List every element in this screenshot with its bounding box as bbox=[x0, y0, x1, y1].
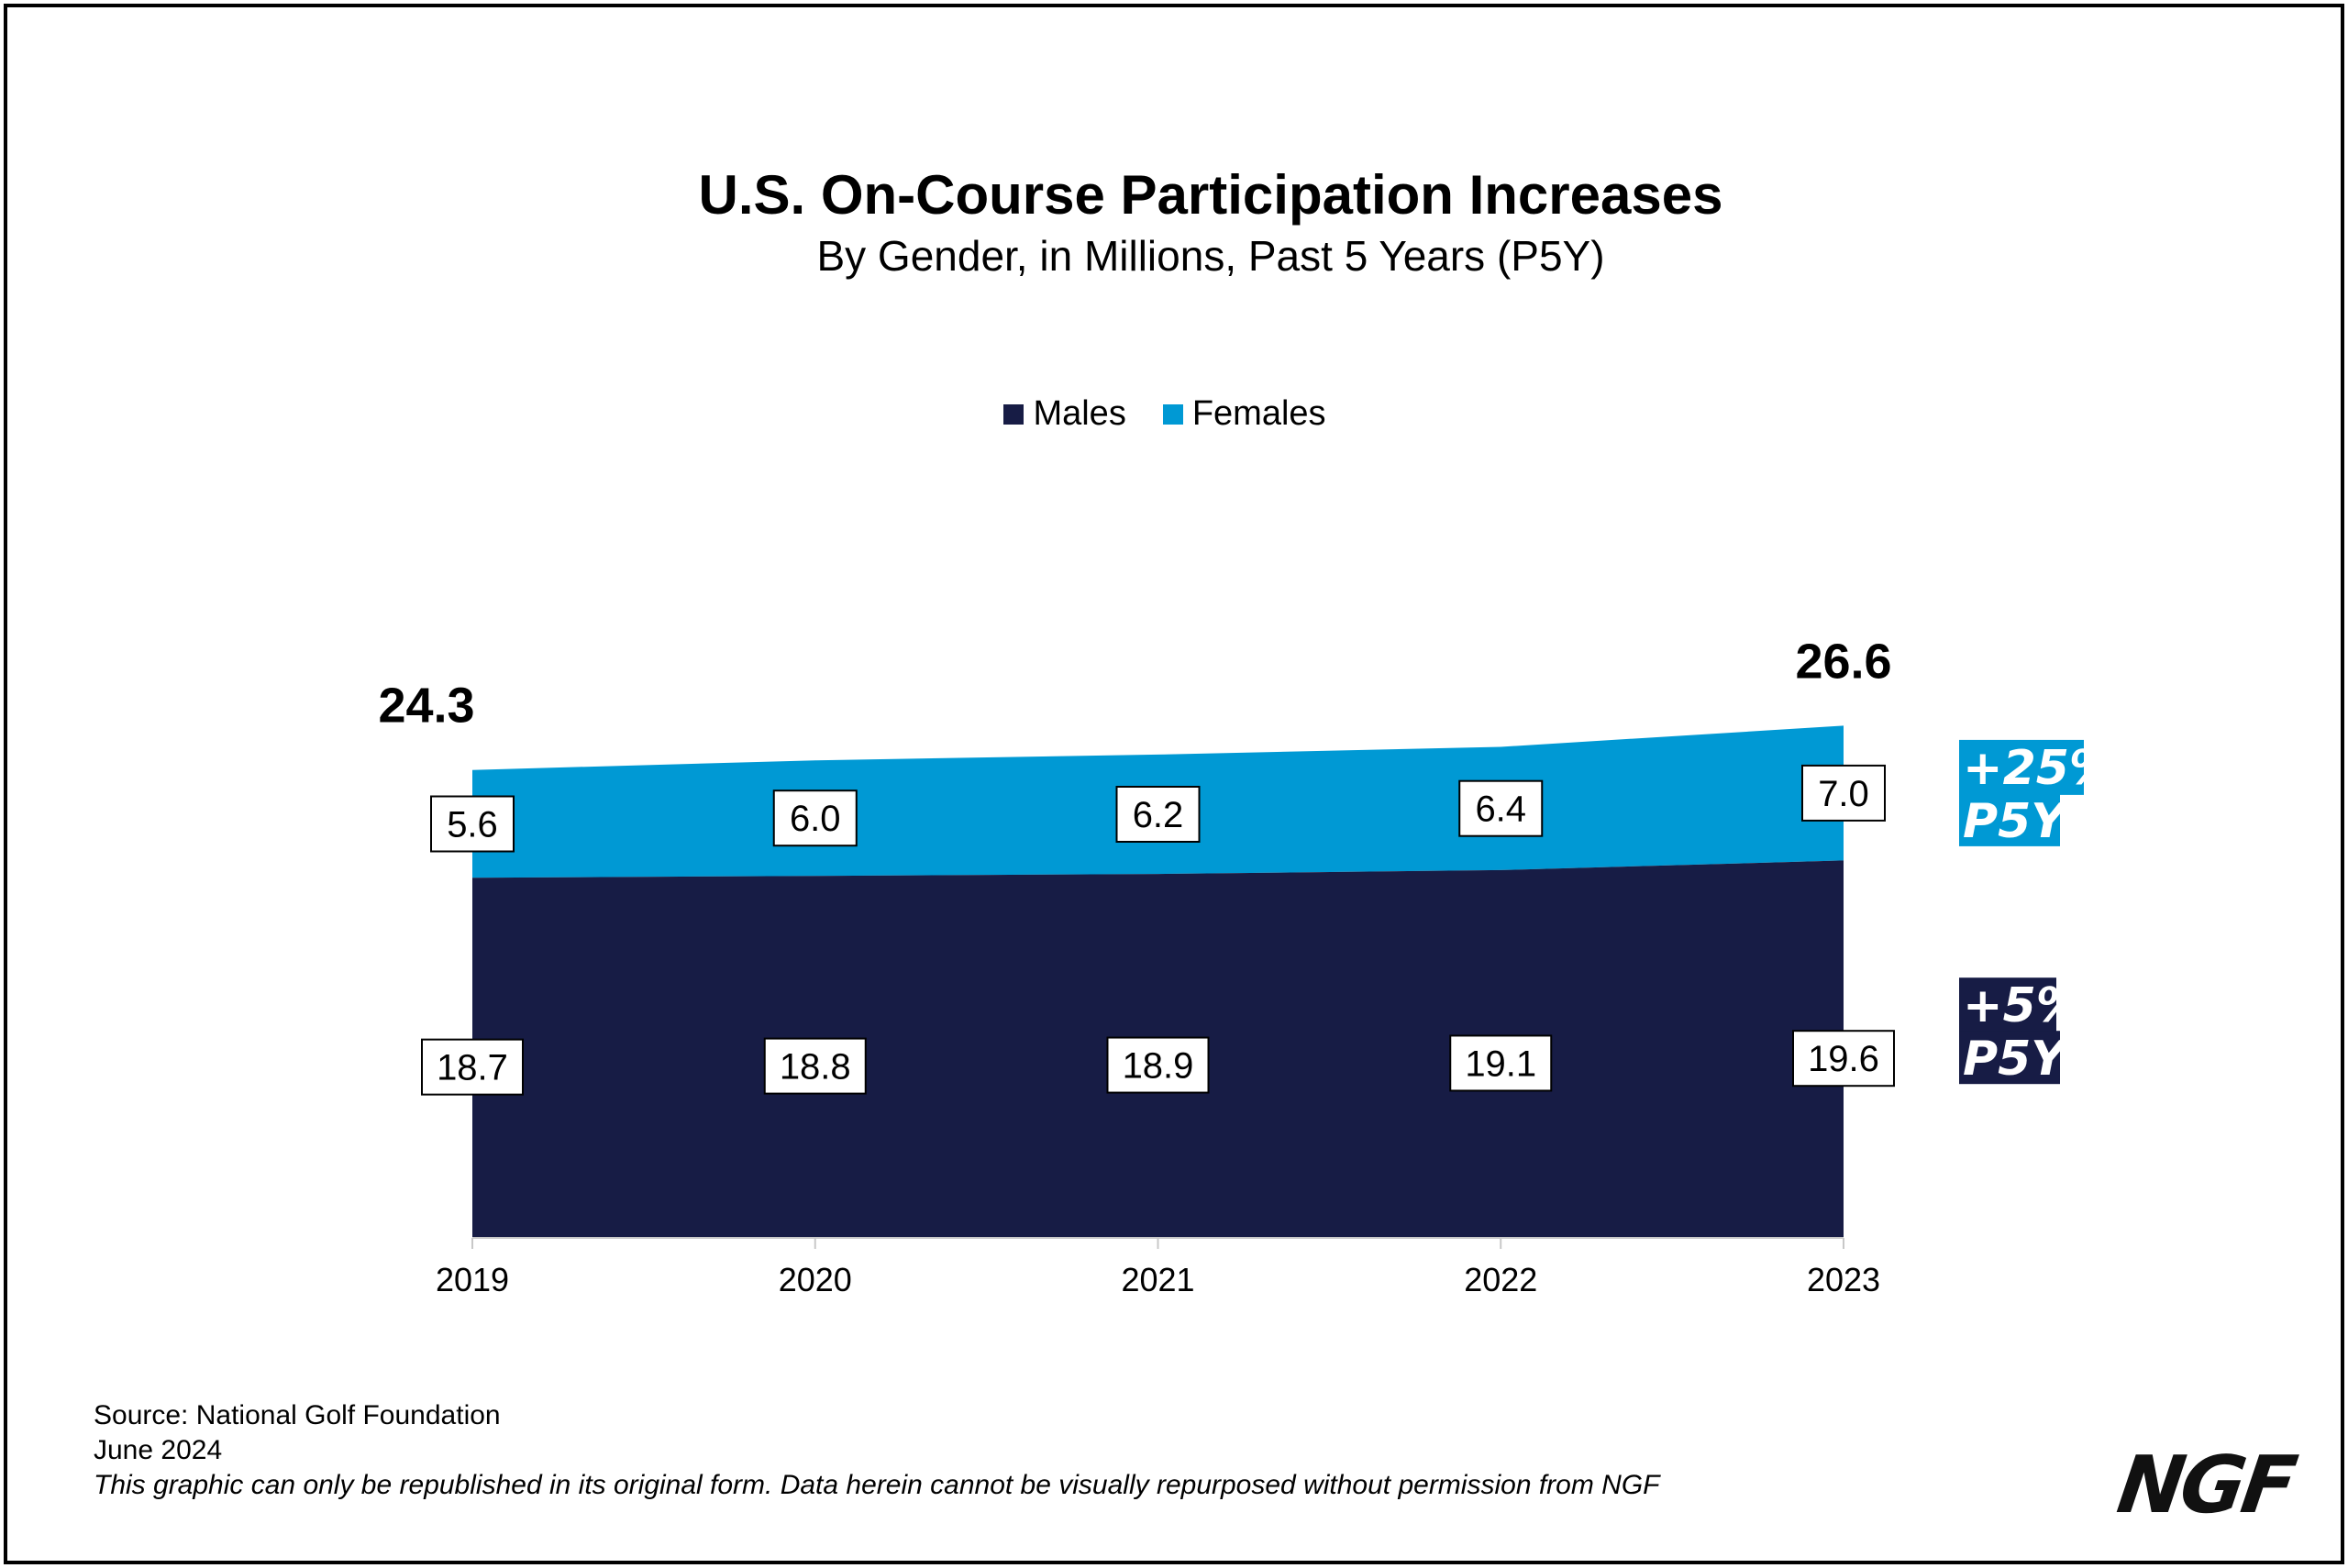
data-label-males-box bbox=[1449, 1034, 1553, 1092]
legend-swatch-females bbox=[1162, 403, 1183, 425]
data-label-females-box bbox=[1801, 764, 1886, 822]
data-label-females: 6.4 bbox=[1475, 790, 1526, 830]
data-label-females-box bbox=[1458, 779, 1544, 837]
badge-bg-line2 bbox=[1959, 1031, 2060, 1085]
data-label-females: 7.0 bbox=[1818, 774, 1869, 814]
x-tick-label: 2019 bbox=[436, 1261, 509, 1298]
chart-legend: Males Females bbox=[0, 394, 2330, 434]
badge-text-line1: +5% bbox=[1963, 978, 2084, 1033]
badge-bg-line1 bbox=[1959, 739, 2084, 795]
data-label-males: 18.8 bbox=[780, 1047, 851, 1088]
data-label-females-box bbox=[772, 790, 858, 847]
x-tick-label: 2023 bbox=[1807, 1261, 1880, 1298]
footer: Source: National Golf Foundation June 20… bbox=[94, 1398, 1660, 1503]
footer-note: This graphic can only be republished in … bbox=[94, 1470, 1660, 1500]
data-label-males-box bbox=[421, 1038, 524, 1096]
legend-item-males: Males bbox=[1003, 394, 1126, 434]
data-label-females: 6.2 bbox=[1133, 795, 1184, 835]
data-label-females-box bbox=[1115, 786, 1201, 843]
chart-subtitle: By Gender, in Millions, Past 5 Years (P5… bbox=[816, 232, 1605, 280]
data-label-males: 19.1 bbox=[1465, 1043, 1536, 1084]
badge-text-line2: P5Y bbox=[1963, 794, 2070, 849]
badge-bg-line1 bbox=[1959, 977, 2056, 1033]
footer-source: Source: National Golf Foundation bbox=[94, 1400, 501, 1430]
data-label-males-box bbox=[1792, 1030, 1895, 1088]
data-label-males: 19.6 bbox=[1808, 1039, 1879, 1079]
total-label: 26.6 bbox=[1795, 634, 1891, 689]
x-tick-label: 2021 bbox=[1121, 1261, 1194, 1298]
ngf-logo: NGF bbox=[2111, 1440, 2299, 1531]
chart-title: U.S. On-Course Participation Increases bbox=[698, 164, 1723, 226]
data-label-males-box bbox=[1106, 1036, 1210, 1094]
badge-text-line1: +25% bbox=[1963, 741, 2117, 796]
data-label-females: 5.6 bbox=[447, 805, 498, 845]
data-label-females-box bbox=[430, 795, 515, 853]
legend-label-females: Females bbox=[1191, 394, 1326, 433]
badge-bg-line2 bbox=[1959, 792, 2060, 846]
legend-item-females: Females bbox=[1162, 394, 1326, 434]
legend-swatch-males bbox=[1003, 403, 1024, 425]
data-label-males: 18.7 bbox=[437, 1048, 508, 1088]
footer-date: June 2024 bbox=[94, 1435, 223, 1465]
data-label-males-box bbox=[763, 1037, 867, 1095]
data-label-males: 18.9 bbox=[1123, 1046, 1194, 1087]
legend-label-males: Males bbox=[1033, 394, 1126, 433]
x-tick-label: 2022 bbox=[1464, 1261, 1537, 1298]
data-label-females: 6.0 bbox=[790, 799, 841, 839]
total-label: 24.3 bbox=[378, 679, 474, 734]
badge-text-line2: P5Y bbox=[1963, 1032, 2070, 1087]
x-tick-label: 2020 bbox=[779, 1261, 852, 1298]
